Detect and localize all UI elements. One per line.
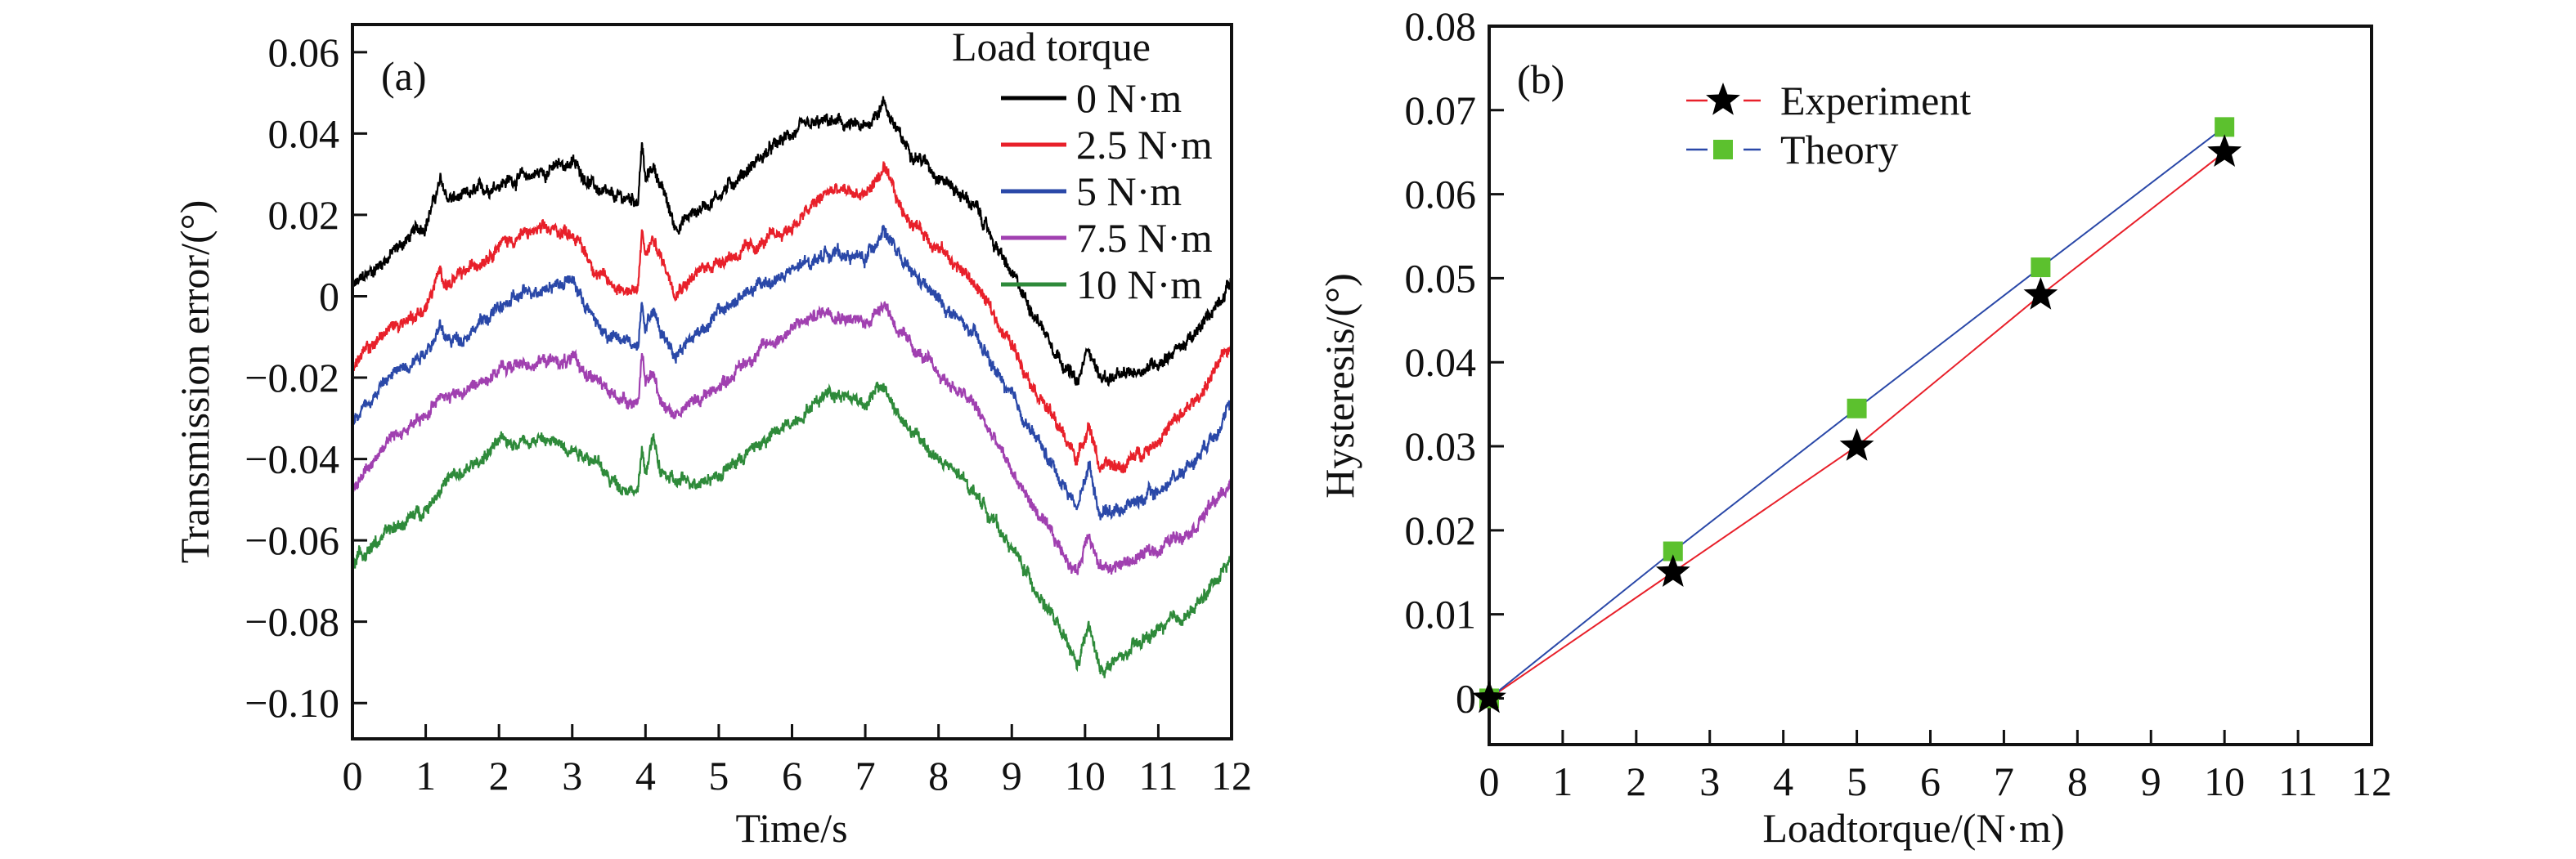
chart-b: 0 1 2 3 4 5 6 7 8 9 10 11 120.080.070.060.050.040.03… xyxy=(1317,3,2392,851)
chart-b-ytick-label: 0.05 xyxy=(1405,255,1477,301)
chart-a-ytick-label: −0.04 xyxy=(245,436,339,482)
legend-label: 10 N·m xyxy=(1076,262,1202,307)
chart-a-ytick-label: 0.02 xyxy=(268,192,340,238)
chart-b-xtick-label: 3 xyxy=(1699,758,1720,804)
chart-a-xtick-label: 2 xyxy=(489,753,509,799)
chart-a-legend-title: Load torque xyxy=(952,24,1151,69)
chart-a-xtick-label: 3 xyxy=(562,753,582,799)
chart-b-xtick-label: 4 xyxy=(1773,758,1793,804)
chart-a-curves xyxy=(351,96,1232,678)
chart-b-ytick-label: 0.03 xyxy=(1405,423,1477,469)
star-marker xyxy=(1655,554,1690,587)
chart-a: 0 1 2 3 4 5 6 7 8 9 10 11 120.060.040.020−0.02−0.04−… xyxy=(172,23,1252,851)
chart-b-series xyxy=(1472,117,2242,714)
chart-a-xtick-label: 8 xyxy=(928,753,949,799)
legend-square-icon xyxy=(1713,140,1733,159)
series-line-3 xyxy=(351,301,1232,575)
chart-b-xtick-label: 6 xyxy=(1920,758,1941,804)
chart-b-panel-label: (b) xyxy=(1517,56,1564,102)
star-marker xyxy=(1472,680,1506,714)
chart-b-ytick-label: 0.06 xyxy=(1405,172,1477,217)
chart-a-ytick-label: −0.08 xyxy=(245,599,339,645)
chart-a-legend: 0 N·m2.5 N·m5 N·m7.5 N·m10 N·m xyxy=(1001,75,1213,307)
chart-b-ytick-label: 0.01 xyxy=(1405,592,1477,638)
chart-a-xtick-label: 10 xyxy=(1065,753,1106,799)
chart-b-ytick-label: 0 xyxy=(1456,675,1476,721)
square-marker xyxy=(2215,117,2235,137)
chart-a-ytick-label: −0.06 xyxy=(245,517,339,563)
chart-a-ytick-label: 0.06 xyxy=(268,29,340,75)
star-marker xyxy=(1839,428,1874,461)
chart-b-ylabel: Hysteresis/(°) xyxy=(1317,273,1362,499)
chart-a-ytick-label: 0 xyxy=(319,273,339,319)
chart-a-xtick-label: 1 xyxy=(415,753,436,799)
chart-a-xtick-label: 6 xyxy=(782,753,802,799)
star-marker xyxy=(2207,134,2242,167)
chart-a-ylabel: Transmission error/(°) xyxy=(172,200,218,564)
chart-a-xtick-label: 12 xyxy=(1211,753,1252,799)
chart-a-ytick-label: 0.04 xyxy=(268,110,340,156)
chart-a-ticks: 0 1 2 3 4 5 6 7 8 9 10 11 120.060.040.020−0.02−0.04−… xyxy=(245,29,1252,799)
chart-b-ytick-label: 0.04 xyxy=(1405,339,1477,385)
legend-label: 2.5 N·m xyxy=(1076,122,1213,168)
chart-a-ytick-label: −0.10 xyxy=(245,680,339,726)
legend-label: Experiment xyxy=(1780,78,1971,123)
chart-a-xtick-label: 5 xyxy=(708,753,729,799)
chart-b-ytick-label: 0.07 xyxy=(1405,87,1477,133)
chart-a-xlabel: Time/s xyxy=(735,805,847,851)
chart-a-xtick-label: 4 xyxy=(635,753,656,799)
chart-a-panel-label: (a) xyxy=(381,53,427,99)
series-line-2 xyxy=(351,225,1232,521)
legend-label: 5 N·m xyxy=(1076,168,1182,214)
legend-label: 0 N·m xyxy=(1076,75,1182,121)
chart-b-ytick-label: 0.02 xyxy=(1405,508,1477,553)
square-marker xyxy=(1847,398,1867,418)
chart-b-xtick-label: 7 xyxy=(1994,758,2014,804)
chart-a-xtick-label: 0 xyxy=(343,753,363,799)
chart-b-xtick-label: 0 xyxy=(1479,758,1500,804)
chart-a-xtick-label: 11 xyxy=(1138,753,1178,799)
series-line-experiment xyxy=(1488,151,2225,700)
series-line-4 xyxy=(351,382,1232,678)
chart-b-xtick-label: 8 xyxy=(2067,758,2088,804)
legend-label: Theory xyxy=(1780,127,1898,172)
chart-b-ytick-label: 0.08 xyxy=(1405,3,1477,49)
series-line-0 xyxy=(351,96,1232,387)
chart-a-ytick-label: −0.02 xyxy=(245,355,339,400)
chart-a-xtick-label: 9 xyxy=(1002,753,1022,799)
chart-b-xtick-label: 11 xyxy=(2278,758,2318,804)
chart-b-ticks: 0 1 2 3 4 5 6 7 8 9 10 11 120.080.070.060.050.040.03… xyxy=(1405,3,2393,804)
chart-b-xtick-label: 5 xyxy=(1847,758,1867,804)
chart-b-xtick-label: 1 xyxy=(1552,758,1573,804)
legend-label: 7.5 N·m xyxy=(1076,215,1213,261)
chart-b-xtick-label: 9 xyxy=(2141,758,2161,804)
square-marker xyxy=(1663,541,1683,561)
chart-b-xlabel: Loadtorque/(N·m) xyxy=(1762,805,2064,851)
chart-b-xtick-label: 12 xyxy=(2351,758,2392,804)
chart-b-xtick-label: 2 xyxy=(1626,758,1646,804)
chart-b-xtick-label: 10 xyxy=(2204,758,2245,804)
star-marker xyxy=(2023,277,2058,310)
legend-star-icon xyxy=(1706,83,1740,115)
chart-a-xtick-label: 7 xyxy=(855,753,876,799)
series-line-1 xyxy=(351,161,1232,474)
square-marker xyxy=(2031,257,2051,278)
